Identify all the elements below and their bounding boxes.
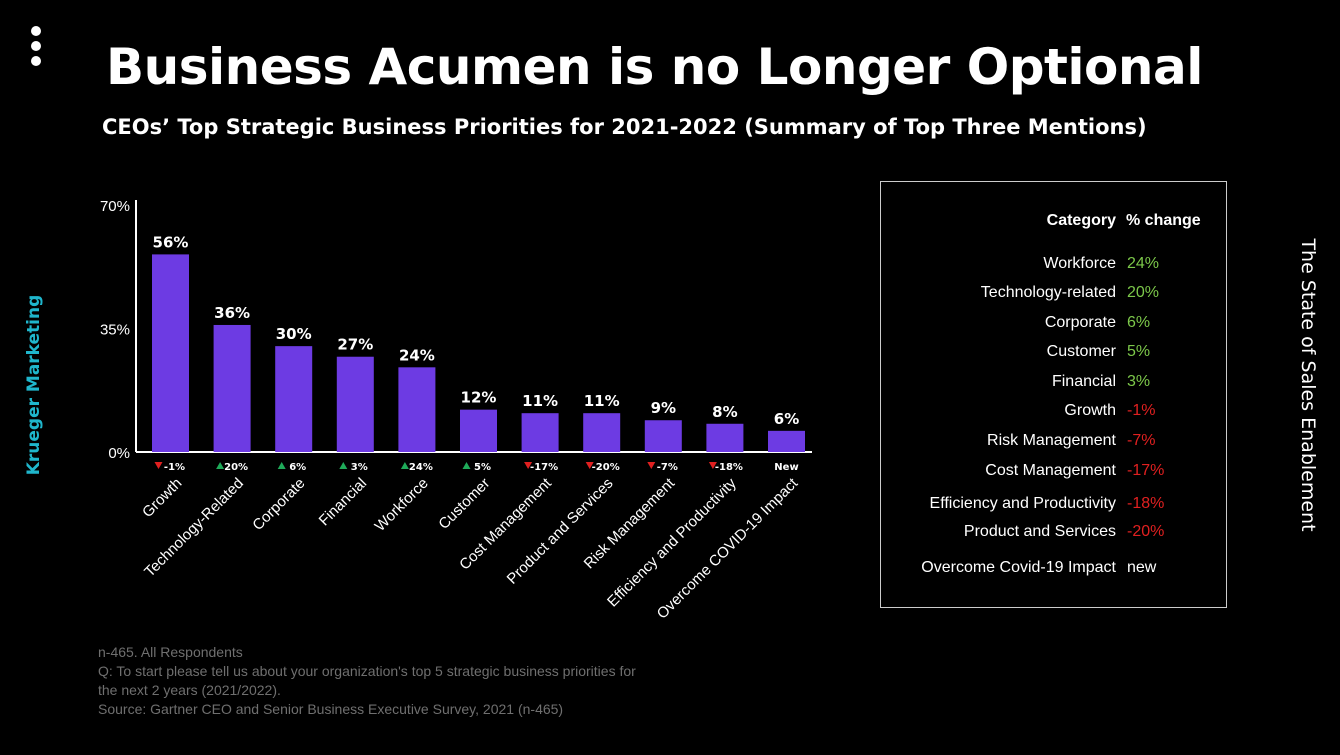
x-tick-label: Financial	[316, 475, 370, 529]
y-tick-label: 70%	[100, 198, 130, 215]
row-category: Workforce	[1043, 255, 1116, 272]
header-category: Category	[1046, 212, 1116, 229]
bar-value-label: 36%	[214, 304, 250, 322]
change-label: 6%	[289, 462, 306, 473]
row-change: -20%	[1127, 523, 1165, 540]
bar	[644, 420, 682, 452]
row-change: 5%	[1127, 343, 1151, 360]
change-up-icon	[277, 462, 286, 469]
change-label: -7%	[657, 462, 678, 473]
bar	[768, 430, 805, 452]
row-change: 24%	[1127, 255, 1160, 272]
bar-value-label: 8%	[712, 403, 737, 421]
change-label: 5%	[474, 462, 491, 473]
page-subtitle: CEOs’ Top Strategic Business Priorities …	[102, 115, 1147, 139]
change-down-icon	[154, 462, 163, 469]
row-category: Customer	[1046, 343, 1116, 360]
change-down-icon	[585, 462, 594, 469]
row-category: Technology-related	[980, 284, 1116, 301]
bar-value-label: 56%	[153, 233, 189, 251]
change-up-icon	[339, 462, 348, 469]
change-label: New	[774, 462, 798, 473]
row-change: new	[1127, 559, 1157, 576]
bar	[460, 409, 497, 452]
bar	[213, 324, 251, 452]
bar	[706, 423, 744, 452]
bar-chart: 0%35%70%56%-1%Growth36%20%Technology-Rel…	[100, 198, 812, 622]
bar-value-label: 12%	[461, 389, 497, 407]
row-category: Corporate	[1044, 314, 1116, 331]
x-tick-label: Efficiency and Productivity	[604, 474, 740, 610]
change-up-icon	[216, 462, 225, 469]
change-up-icon	[462, 462, 471, 469]
row-change: -17%	[1127, 462, 1165, 479]
header-change: % change	[1126, 212, 1201, 229]
bar	[152, 254, 189, 452]
change-down-icon	[647, 462, 656, 469]
bar	[336, 356, 374, 452]
bar	[275, 346, 313, 452]
bar-value-label: 11%	[522, 392, 558, 410]
x-tick-label: Product and Services	[504, 475, 617, 588]
change-label: 3%	[351, 462, 368, 473]
bar-value-label: 6%	[774, 410, 799, 428]
row-category: Growth	[1064, 402, 1116, 419]
row-change: -18%	[1127, 495, 1165, 512]
change-label: 20%	[224, 462, 248, 473]
row-category: Risk Management	[987, 432, 1116, 449]
x-tick-label: Growth	[139, 475, 185, 521]
row-change: -7%	[1127, 432, 1156, 449]
change-label: -20%	[592, 462, 620, 473]
bar	[398, 367, 436, 452]
row-category: Overcome Covid-19 Impact	[921, 559, 1116, 576]
x-tick-label: Corporate	[249, 475, 308, 534]
bar-value-label: 24%	[399, 346, 435, 364]
bar-value-label: 30%	[276, 325, 312, 343]
change-down-icon	[524, 462, 533, 469]
footnote-line: Source: Gartner CEO and Senior Business …	[98, 701, 564, 717]
bar-value-label: 27%	[337, 336, 373, 354]
bar-value-label: 11%	[584, 392, 620, 410]
change-up-icon	[400, 462, 409, 469]
row-change: 3%	[1127, 373, 1151, 390]
change-down-icon	[708, 462, 717, 469]
row-change: 20%	[1127, 284, 1160, 301]
row-category: Product and Services	[963, 523, 1116, 540]
y-tick-label: 35%	[100, 322, 130, 339]
bar	[521, 413, 559, 452]
y-tick-label: 0%	[108, 445, 130, 462]
footnote: n-465. All Respondents Q: To start pleas…	[98, 643, 758, 719]
bar-value-label: 9%	[651, 399, 676, 417]
row-change: 6%	[1127, 314, 1151, 331]
x-tick-label: Workforce	[372, 475, 432, 535]
footnote-line: n-465. All Respondents	[98, 644, 243, 660]
change-table: Category % change Workforce 24% Technology…	[880, 181, 1227, 608]
row-category: Financial	[1051, 373, 1116, 390]
change-label: 24%	[409, 462, 433, 473]
footnote-line: the next 2 years (2021/2022).	[98, 682, 281, 698]
row-category: Efficiency and Productivity	[929, 495, 1116, 512]
change-label: -18%	[715, 462, 743, 473]
page-title: Business Acumen is no Longer Optional	[106, 38, 1203, 96]
row-category: Cost Management	[985, 462, 1116, 479]
section-label: The State of Sales Enablement	[1297, 238, 1319, 532]
x-tick-label: Customer	[435, 475, 493, 533]
more-options-icon[interactable]	[29, 26, 43, 72]
row-change: -1%	[1127, 402, 1156, 419]
bar	[583, 413, 621, 452]
change-label: -1%	[164, 462, 185, 473]
change-label: -17%	[530, 462, 558, 473]
footnote-line: Q: To start please tell us about your or…	[98, 663, 636, 679]
